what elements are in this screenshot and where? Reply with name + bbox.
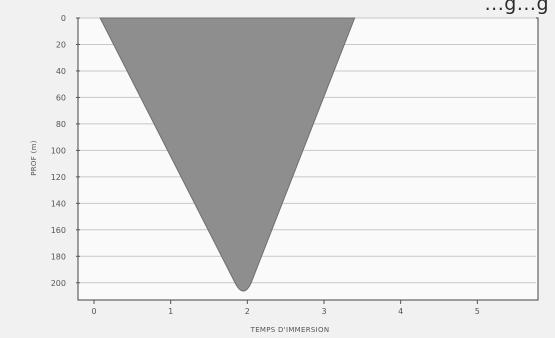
y-axis: 0 20 40 60 80 100 120 140 160 180 200 [51,14,80,288]
x-tick-label: 4 [398,307,403,316]
y-axis-label: PROF (m) [30,140,38,176]
y-tick-label: 100 [51,146,66,155]
cropped-header-text: ...g...g [484,0,549,15]
y-tick-label: 40 [56,67,66,76]
depth-area [99,17,356,292]
y-tick-label: 200 [51,279,66,288]
y-tick-label: 180 [51,252,66,261]
y-tick-label: 0 [61,14,66,23]
x-tick-label: 0 [91,307,96,316]
y-tick-label: 120 [51,173,66,182]
y-tick-label: 140 [51,199,66,208]
x-tick-label: 5 [475,307,480,316]
x-tick-label: 1 [168,307,173,316]
y-tick-label: 160 [51,226,66,235]
x-axis: 0 1 2 3 4 5 [91,300,480,316]
x-tick-label: 2 [245,307,250,316]
x-axis-label: TEMPS D'IMMERSION [250,326,330,334]
x-tick-label: 3 [321,307,326,316]
y-tick-label: 60 [56,93,66,102]
y-tick-label: 80 [56,120,66,129]
y-tick-label: 20 [56,40,66,49]
